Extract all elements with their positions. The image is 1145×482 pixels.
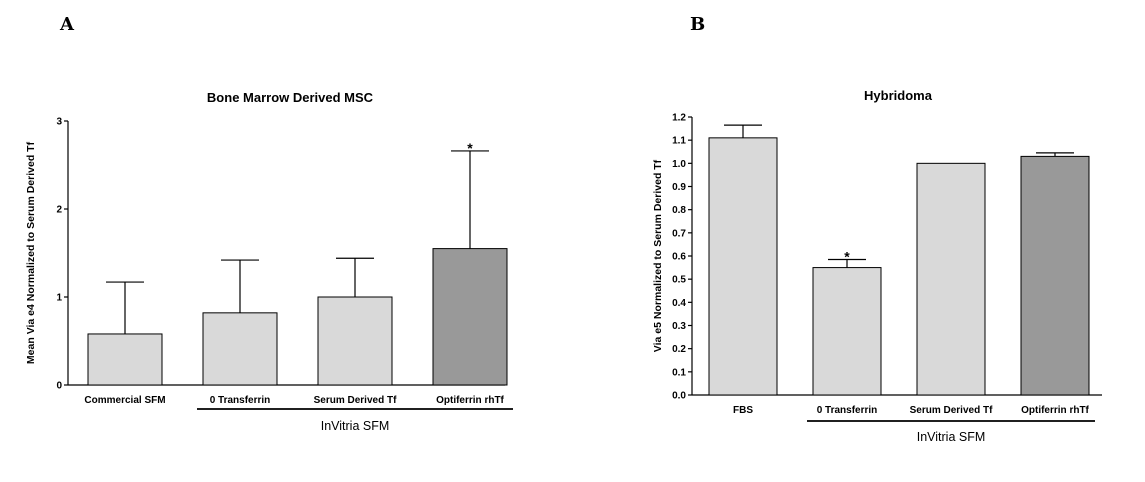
chart2-y-tick-label: 0.2 bbox=[672, 344, 686, 355]
chart2-bar bbox=[708, 137, 778, 396]
chart2-group-label: InVitria SFM bbox=[917, 430, 986, 444]
chart2-y-tick-label: 0.5 bbox=[672, 275, 686, 286]
chart1-category-label: Serum Derived Tf bbox=[314, 395, 397, 406]
chart2-bar bbox=[812, 267, 882, 396]
chart1-bar bbox=[317, 296, 393, 386]
panel-letter-b: B bbox=[690, 14, 706, 35]
chart2-category-label: Serum Derived Tf bbox=[910, 405, 993, 416]
chart1-group-label: InVitria SFM bbox=[321, 419, 390, 433]
chart1-y-tick-label: 3 bbox=[56, 117, 62, 128]
chart1-bar bbox=[202, 312, 278, 386]
chart1-bar bbox=[432, 248, 508, 386]
chart1-y-axis-label: Mean Via e4 Normalized to Serum Derived … bbox=[25, 141, 37, 364]
chart2-y-tick-label: 0.9 bbox=[672, 182, 686, 193]
chart2-category-label: Optiferrin rhTf bbox=[1021, 405, 1089, 416]
chart1-category-label: 0 Transferrin bbox=[210, 395, 271, 406]
chart1-y-tick-label: 1 bbox=[56, 293, 62, 304]
chart2-title: Hybridoma bbox=[864, 88, 933, 103]
chart2-y-tick-label: 0.1 bbox=[672, 367, 686, 378]
chart1-title: Bone Marrow Derived MSC bbox=[207, 90, 374, 105]
chart1-bar bbox=[87, 333, 163, 386]
chart2-y-tick-label: 1.2 bbox=[672, 113, 686, 124]
chart2-category-label: 0 Transferrin bbox=[817, 405, 878, 416]
chart1-y-tick-label: 2 bbox=[56, 205, 62, 216]
chart2-y-tick-label: 0.3 bbox=[672, 321, 686, 332]
chart2-bar bbox=[916, 162, 986, 396]
chart2-y-tick-label: 0.8 bbox=[672, 205, 686, 216]
chart2-bar bbox=[1020, 155, 1090, 396]
chart2-y-tick-label: 0.0 bbox=[672, 391, 686, 402]
chart2-significance-marker: * bbox=[844, 248, 850, 264]
chart1-category-label: Optiferrin rhTf bbox=[436, 395, 504, 406]
chart1-significance-marker: * bbox=[467, 140, 473, 156]
chart2-y-tick-label: 0.4 bbox=[672, 298, 686, 309]
chart1-category-label: Commercial SFM bbox=[84, 395, 165, 406]
chart2-y-tick-label: 0.6 bbox=[672, 252, 686, 263]
chart1-y-tick-label: 0 bbox=[56, 381, 62, 392]
chart2-y-tick-label: 1.0 bbox=[672, 159, 686, 170]
panel-letter-a: A bbox=[60, 14, 74, 35]
chart2-category-label: FBS bbox=[733, 405, 753, 416]
chart2-y-tick-label: 1.1 bbox=[672, 136, 686, 147]
chart2-y-tick-label: 0.7 bbox=[672, 228, 686, 239]
chart2-y-axis-label: Via e5 Normalized to Serum Derived Tf bbox=[652, 159, 664, 352]
